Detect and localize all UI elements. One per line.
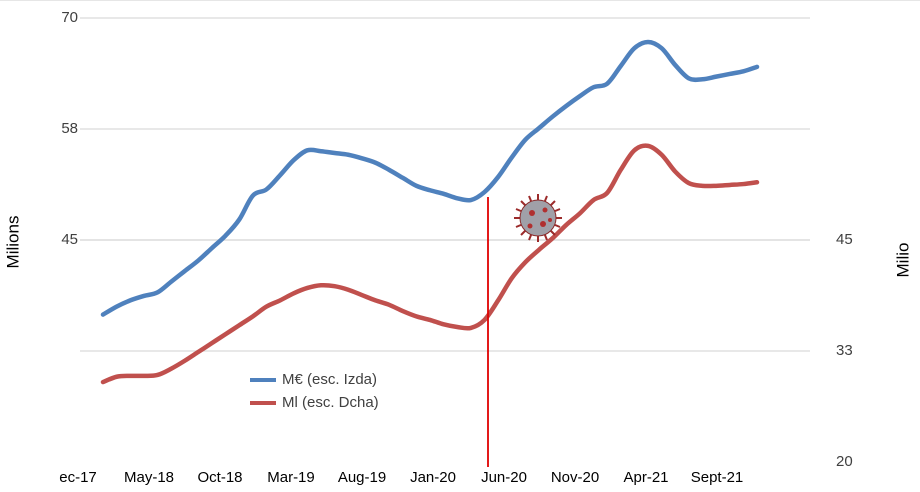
- legend-label: Ml (esc. Dcha): [282, 394, 379, 411]
- x-tick-label: Oct-18: [197, 469, 242, 486]
- series-line: [100, 39, 760, 317]
- series-line: [100, 143, 760, 385]
- y-tick-label: 58: [61, 120, 78, 137]
- y2-tick-label: 45: [836, 231, 853, 248]
- x-tick-label: ec-17: [59, 469, 97, 486]
- x-tick-label: Sept-21: [691, 469, 744, 486]
- y2-tick-label: 33: [836, 342, 853, 359]
- virus-icon: [514, 194, 562, 242]
- y2-axis-label: Milio: [893, 243, 912, 278]
- x-tick-label: Nov-20: [551, 469, 599, 486]
- x-tick-label: Mar-19: [267, 469, 315, 486]
- x-tick-label: May-18: [124, 469, 174, 486]
- y2-tick-label: 20: [836, 453, 853, 470]
- x-tick-label: Jan-20: [410, 469, 456, 486]
- y-tick-label: 70: [61, 9, 78, 26]
- x-tick-label: Aug-19: [338, 469, 386, 486]
- x-tick-label: Apr-21: [623, 469, 668, 486]
- y-tick-label: 45: [61, 231, 78, 248]
- x-tick-label: Jun-20: [481, 469, 527, 486]
- y-axis-label: Milions: [3, 216, 22, 269]
- legend-label: M€ (esc. Izda): [282, 371, 377, 388]
